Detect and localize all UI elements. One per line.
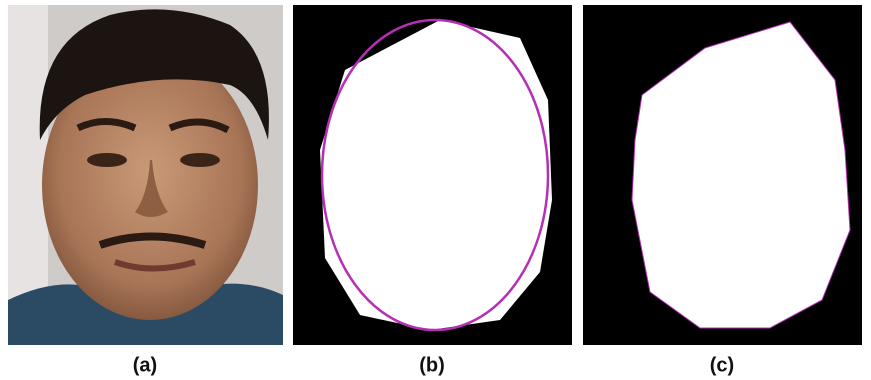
panel-label: (b) <box>419 354 445 376</box>
panel-label: (a) <box>133 354 157 376</box>
page: (a) (b) (c) (() => { const data = JSON.p… <box>0 0 871 380</box>
figure: (a) (b) (c) <box>0 0 871 380</box>
panel-label: (c) <box>710 354 734 376</box>
face-photo <box>8 5 283 345</box>
